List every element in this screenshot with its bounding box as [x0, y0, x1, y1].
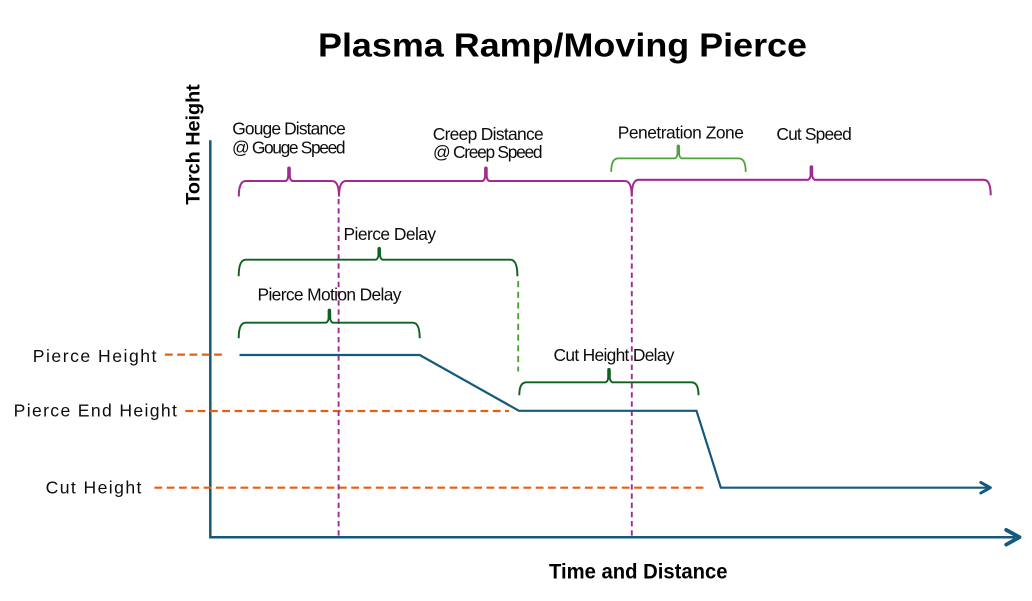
svg-text:Pierce Height: Pierce Height — [33, 346, 157, 366]
svg-text:Plasma Ramp/Moving Pierce: Plasma Ramp/Moving Pierce — [318, 28, 807, 65]
svg-text:Torch Height: Torch Height — [183, 84, 204, 205]
svg-text:Pierce Delay: Pierce Delay — [344, 224, 437, 244]
svg-text:Time and Distance: Time and Distance — [549, 560, 728, 583]
svg-text:Creep Distance: Creep Distance — [433, 124, 544, 144]
svg-text:Cut Height Delay: Cut Height Delay — [554, 345, 675, 365]
svg-text:Gouge Distance: Gouge Distance — [232, 118, 346, 138]
svg-text:@ Creep Speed: @ Creep Speed — [433, 142, 543, 162]
svg-text:Cut Height: Cut Height — [46, 478, 142, 498]
svg-text:Cut Speed: Cut Speed — [776, 124, 851, 144]
svg-text:Pierce End Height: Pierce End Height — [14, 400, 177, 420]
svg-text:Pierce Motion Delay: Pierce Motion Delay — [258, 285, 402, 305]
svg-text:Penetration Zone: Penetration Zone — [618, 122, 744, 142]
svg-text:@ Gouge Speed: @ Gouge Speed — [232, 138, 346, 158]
